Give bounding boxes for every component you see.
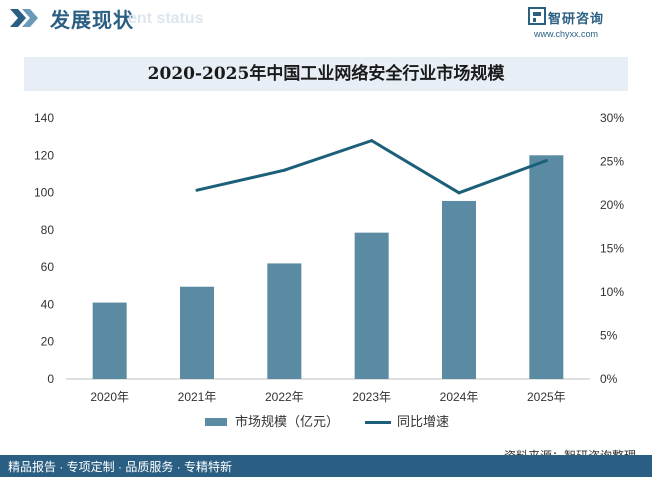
legend-line-label: 同比增速 bbox=[397, 414, 450, 429]
x-tick-label: 2023年 bbox=[352, 390, 391, 404]
header: 发展现状 ent status 智研咨询 www.chyxx.com bbox=[0, 0, 652, 40]
growth-line bbox=[196, 139, 547, 195]
section-subtitle: ent status bbox=[128, 10, 204, 27]
brand-url: www.chyxx.com bbox=[534, 29, 599, 39]
growth-point bbox=[457, 191, 461, 195]
footer-bar: 精品报告 · 专项定制 · 品质服务 · 专精特新 bbox=[0, 455, 652, 477]
legend-item-bar: 市场规模（亿元） bbox=[205, 412, 339, 432]
footer-text: 精品报告 · 专项定制 · 品质服务 · 专精特新 bbox=[8, 460, 232, 474]
growth-point bbox=[370, 139, 374, 143]
y-tick-label: 120 bbox=[34, 148, 54, 162]
x-tick-label: 2020年 bbox=[90, 390, 129, 404]
y2-tick-label: 0% bbox=[600, 372, 618, 386]
y2-tick-label: 10% bbox=[600, 285, 624, 299]
y-tick-label: 20 bbox=[41, 335, 55, 349]
brand-logo-icon bbox=[528, 7, 546, 25]
y-tick-label: 60 bbox=[41, 260, 55, 274]
chart-title: 2020-2025年中国工业网络安全行业市场规模 bbox=[147, 64, 505, 84]
y2-tick-label: 30% bbox=[600, 111, 624, 125]
growth-point bbox=[544, 159, 548, 163]
y2-tick-label: 15% bbox=[600, 242, 624, 256]
bar bbox=[267, 263, 302, 379]
bar bbox=[354, 232, 389, 379]
brand: 智研咨询 www.chyxx.com bbox=[528, 5, 638, 41]
bar bbox=[442, 200, 476, 379]
legend-line-swatch bbox=[365, 421, 391, 424]
y-tick-label: 140 bbox=[34, 111, 54, 125]
growth-point bbox=[282, 168, 286, 172]
double-chevron-icon bbox=[10, 9, 38, 27]
y-tick-label: 40 bbox=[41, 297, 55, 311]
bar bbox=[529, 155, 564, 379]
x-tick-label: 2025年 bbox=[527, 390, 566, 404]
chart-title-band: 2020-2025年中国工业网络安全行业市场规模 bbox=[24, 57, 628, 91]
x-tick-label: 2022年 bbox=[265, 390, 304, 404]
bar bbox=[92, 302, 127, 379]
combo-chart: 0 20 40 60 80 100 120 140 0% 5% 10% 15% 20% 25% 30% 202… bbox=[34, 111, 624, 404]
legend-bar-swatch bbox=[205, 418, 227, 426]
y2-tick-label: 20% bbox=[600, 198, 624, 212]
section-title: 发展现状 bbox=[50, 10, 134, 32]
growth-point bbox=[195, 188, 199, 192]
y2-tick-label: 5% bbox=[600, 329, 618, 343]
legend-bar-label: 市场规模（亿元） bbox=[235, 414, 340, 429]
y2-tick-label: 25% bbox=[600, 155, 624, 169]
legend: 市场规模（亿元） 同比增速 bbox=[205, 412, 505, 432]
y-tick-label: 0 bbox=[47, 372, 54, 386]
legend-item-line: 同比增速 bbox=[365, 412, 449, 432]
bar bbox=[180, 286, 214, 379]
x-tick-label: 2021年 bbox=[178, 390, 217, 404]
brand-name: 智研咨询 bbox=[548, 11, 605, 26]
y-tick-label: 100 bbox=[34, 186, 54, 200]
x-tick-label: 2024年 bbox=[440, 390, 479, 404]
y-tick-label: 80 bbox=[41, 223, 55, 237]
